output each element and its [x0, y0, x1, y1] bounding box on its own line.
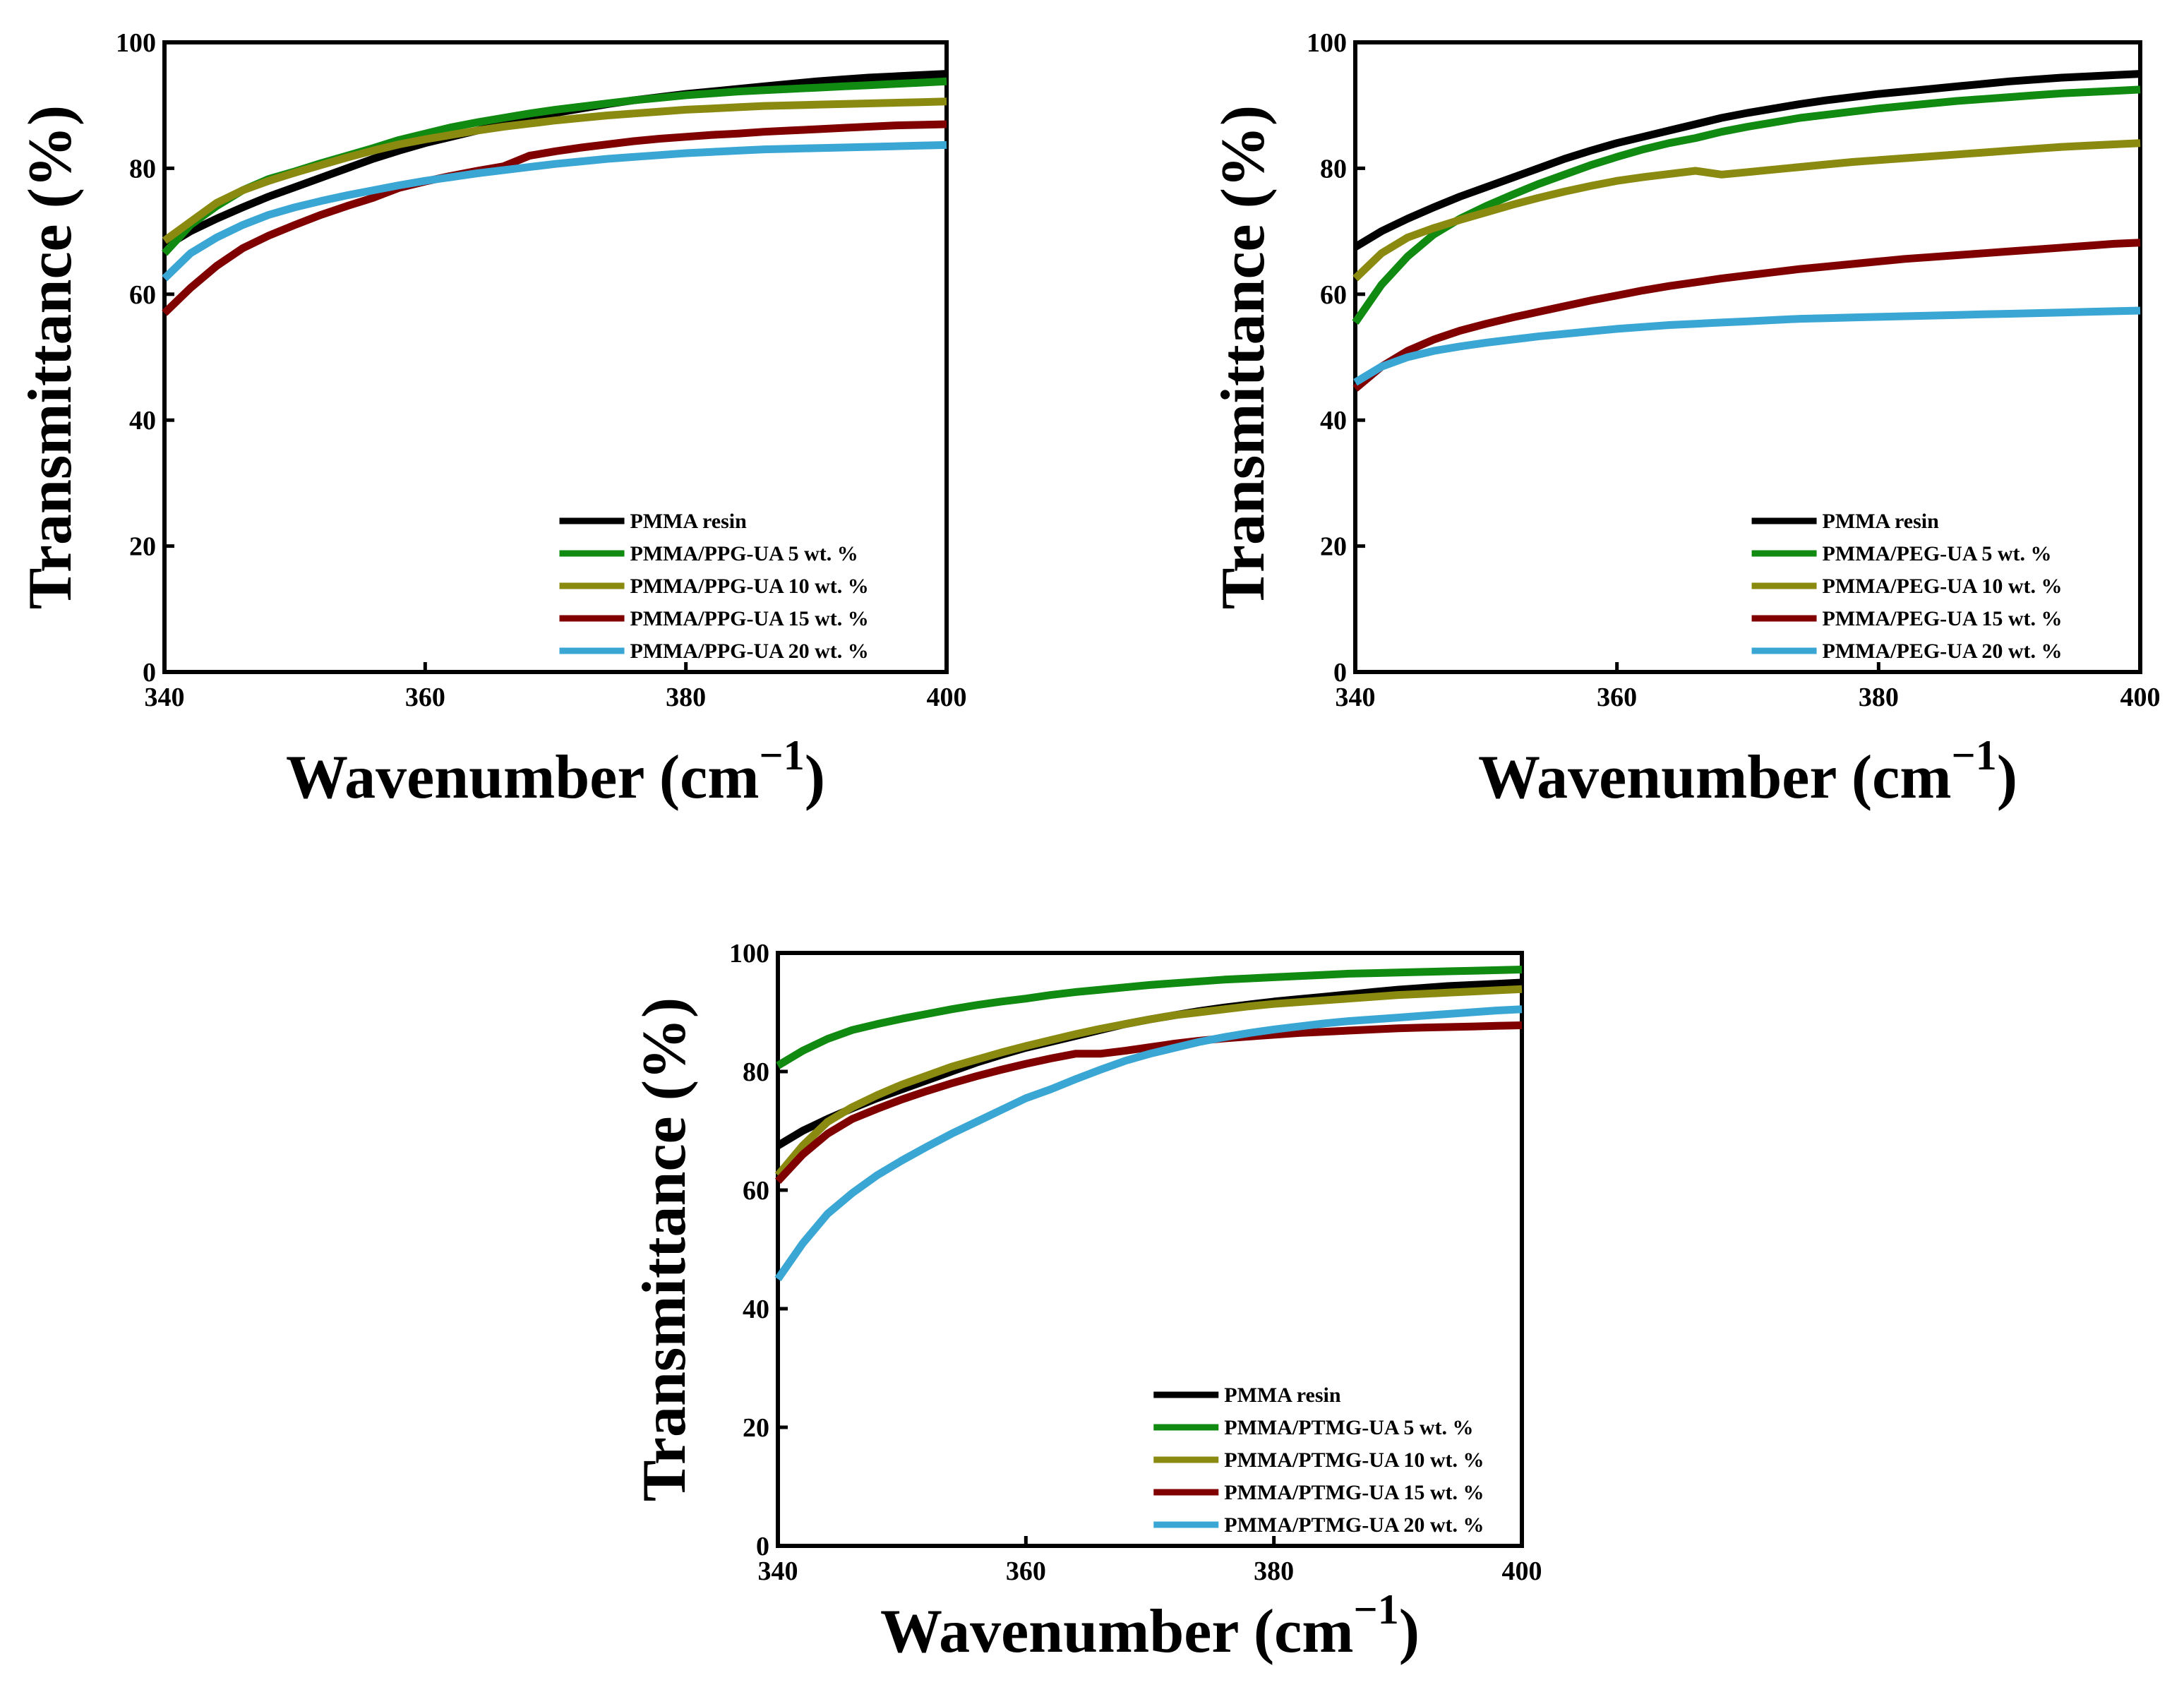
legend-label-4: PMMA/PEG-UA 15 wt. % — [1823, 607, 2063, 630]
series-line-5 — [774, 1005, 1523, 1282]
x-tick-label: 360 — [1006, 1556, 1046, 1586]
series-layer — [161, 70, 947, 316]
x-tick-label: 340 — [1336, 683, 1376, 712]
y-tick-label: 20 — [129, 532, 156, 562]
y-axis-title: Transmittance (%) — [1209, 105, 1278, 609]
series-line-1 — [1353, 70, 2141, 251]
legend-label-2: PMMA/PEG-UA 5 wt. % — [1823, 542, 2052, 565]
series-line-1 — [776, 978, 1523, 1149]
x-axis-title: Wavenumber (cm−1) — [1478, 732, 2017, 812]
x-tick-label: 400 — [1502, 1556, 1542, 1586]
legend-label-4: PMMA/PPG-UA 15 wt. % — [630, 607, 869, 630]
y-tick-label: 40 — [129, 406, 156, 436]
x-tick-label: 380 — [666, 683, 706, 712]
plot-frame — [1353, 40, 2142, 674]
x-tick-label: 400 — [927, 683, 967, 712]
y-tick-label: 80 — [129, 154, 156, 184]
plot-frame — [776, 951, 1524, 1548]
y-tick-label: 20 — [1320, 532, 1347, 562]
legend-label-2: PMMA/PPG-UA 5 wt. % — [630, 542, 858, 565]
series-line-5 — [162, 140, 947, 282]
series-line-2 — [776, 966, 1523, 1069]
series-line-4 — [162, 120, 947, 316]
x-tick-label: 380 — [1859, 683, 1899, 712]
x-tick-label: 340 — [758, 1556, 798, 1586]
series-line-5 — [1353, 306, 2141, 386]
y-tick-label: 60 — [1320, 280, 1347, 310]
series-line-4 — [1352, 239, 2141, 392]
y-tick-label: 40 — [743, 1295, 769, 1324]
y-tick-label: 20 — [743, 1413, 769, 1443]
ticks-layer: 340 360 380 400 0 20 40 60 80 100 — [116, 28, 967, 712]
x-tick-label: 360 — [1597, 683, 1637, 712]
y-axis-title: Transmittance (%) — [630, 997, 699, 1501]
legend-label-5: PMMA/PTMG-UA 20 wt. % — [1224, 1513, 1484, 1537]
legend-label-1: PMMA resin — [1224, 1384, 1341, 1407]
legend: PMMA resin PMMA/PTMG-UA 5 wt. % PMMA/PTMG-… — [1153, 1384, 1484, 1537]
series-line-2 — [1352, 85, 2141, 325]
chart-panel-ptmg: 340 360 380 400 0 20 40 60 80 100 Transmittance (… — [630, 939, 1542, 1666]
y-tick-label: 0 — [1333, 658, 1347, 688]
y-tick-label: 60 — [129, 280, 156, 310]
legend-label-3: PMMA/PPG-UA 10 wt. % — [630, 575, 869, 598]
y-tick-label: 0 — [143, 658, 156, 688]
y-tick-label: 60 — [743, 1176, 769, 1206]
x-tick-label: 400 — [2120, 683, 2161, 712]
x-axis-title: Wavenumber (cm−1) — [286, 732, 825, 812]
legend-label-3: PMMA/PEG-UA 10 wt. % — [1823, 575, 2063, 598]
chart-panel-peg: 340 360 380 400 0 20 40 60 80 100 Transmittance (… — [1209, 28, 2161, 812]
y-tick-label: 0 — [756, 1532, 769, 1561]
series-line-3 — [774, 985, 1523, 1178]
y-tick-label: 80 — [743, 1057, 769, 1087]
legend-label-2: PMMA/PTMG-UA 5 wt. % — [1224, 1416, 1473, 1439]
x-tick-label: 380 — [1254, 1556, 1294, 1586]
legend-label-5: PMMA/PPG-UA 20 wt. % — [630, 640, 869, 663]
legend-label-3: PMMA/PTMG-UA 10 wt. % — [1224, 1448, 1484, 1472]
y-tick-label: 80 — [1320, 154, 1347, 184]
ticks-layer: 340 360 380 400 0 20 40 60 80 100 — [1307, 28, 2161, 712]
legend: PMMA resin PMMA/PPG-UA 5 wt. % PMMA/PPG-UA… — [559, 510, 869, 663]
series-line-3 — [162, 97, 947, 244]
ticks-layer: 340 360 380 400 0 20 40 60 80 100 — [729, 939, 1542, 1586]
legend-label-1: PMMA resin — [630, 510, 748, 533]
x-tick-label: 340 — [145, 683, 185, 712]
legend-label-5: PMMA/PEG-UA 20 wt. % — [1823, 640, 2063, 663]
y-tick-label: 40 — [1320, 406, 1347, 436]
series-line-4 — [774, 1021, 1523, 1184]
legend-label-4: PMMA/PTMG-UA 15 wt. % — [1224, 1481, 1484, 1504]
y-tick-label: 100 — [729, 939, 769, 968]
chart-panel-ppg: 340 360 380 400 0 20 40 60 80 100 Transmittance (… — [16, 28, 967, 812]
series-line-3 — [1352, 139, 2141, 282]
y-axis-title: Transmittance (%) — [16, 105, 85, 609]
series-layer — [1352, 70, 2141, 392]
y-tick-label: 100 — [1307, 28, 1347, 58]
legend-label-1: PMMA resin — [1823, 510, 1940, 533]
series-layer — [774, 966, 1523, 1282]
x-tick-label: 360 — [405, 683, 445, 712]
legend: PMMA resin PMMA/PEG-UA 5 wt. % PMMA/PEG-UA… — [1751, 510, 2063, 663]
plot-frame — [162, 40, 949, 674]
x-axis-title: Wavenumber (cm−1) — [880, 1586, 1420, 1666]
y-tick-label: 100 — [116, 28, 156, 58]
